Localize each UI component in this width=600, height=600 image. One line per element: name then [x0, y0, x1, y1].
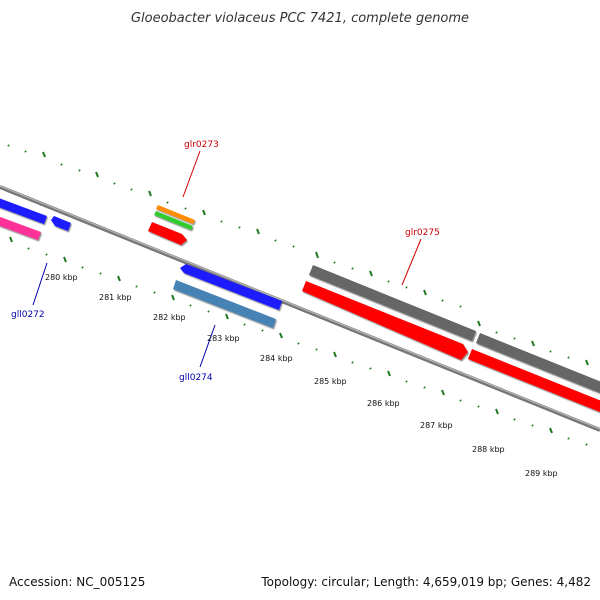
- inner-tick-marks: [9, 236, 588, 446]
- gll0272-cds: [0, 198, 47, 224]
- glr0275-gene-2: [476, 333, 600, 393]
- gene-label-glr0273: glr0273: [184, 140, 219, 150]
- outer-tick-marks: [7, 144, 589, 366]
- map-title: Gloeobacter violaceus PCC 7421, complete…: [131, 11, 469, 26]
- scale-label-283: 283 kbp: [207, 334, 240, 343]
- scale-label-285: 285 kbp: [314, 377, 347, 386]
- scale-label-288: 288 kbp: [472, 445, 505, 454]
- small-reverse-cds: [51, 216, 71, 231]
- genome-backbone: [0, 185, 600, 432]
- gll0272-gene: [0, 216, 41, 240]
- gene-label-gll0274: gll0274: [179, 373, 213, 383]
- glr0273-green: [154, 211, 193, 230]
- glr0275-cds-2: [468, 349, 600, 412]
- scale-label-280: 280 kbp: [45, 273, 78, 282]
- glr0275-leader: [401, 238, 422, 286]
- scale-label-287: 287 kbp: [420, 421, 453, 430]
- gene-label-gll0272: gll0272: [11, 310, 45, 320]
- glr0275-gene-1: [309, 265, 476, 341]
- glr0275-cds-1: [302, 281, 468, 360]
- gll0274-leader: [199, 324, 216, 368]
- scale-label-289: 289 kbp: [525, 469, 558, 478]
- scale-label-282: 282 kbp: [153, 313, 186, 322]
- genome-summary: Topology: circular; Length: 4,659,019 bp…: [260, 575, 591, 589]
- glr0273-cds: [148, 222, 187, 245]
- glr0273-orange: [156, 205, 195, 224]
- gll0274-gene: [173, 280, 276, 328]
- scale-label-286: 286 kbp: [367, 399, 400, 408]
- reverse-strand-features: [0, 198, 282, 328]
- gene-label-glr0275: glr0275: [405, 228, 440, 238]
- scale-label-281: 281 kbp: [99, 293, 132, 302]
- forward-strand-features: [148, 205, 600, 412]
- glr0273-leader: [182, 150, 201, 198]
- gll0274-cds: [180, 264, 282, 310]
- scale-label-284: 284 kbp: [260, 354, 293, 363]
- accession-label: Accession: NC_005125: [9, 575, 145, 589]
- gll0272-leader: [32, 262, 48, 306]
- gene-leader-lines: [32, 150, 422, 368]
